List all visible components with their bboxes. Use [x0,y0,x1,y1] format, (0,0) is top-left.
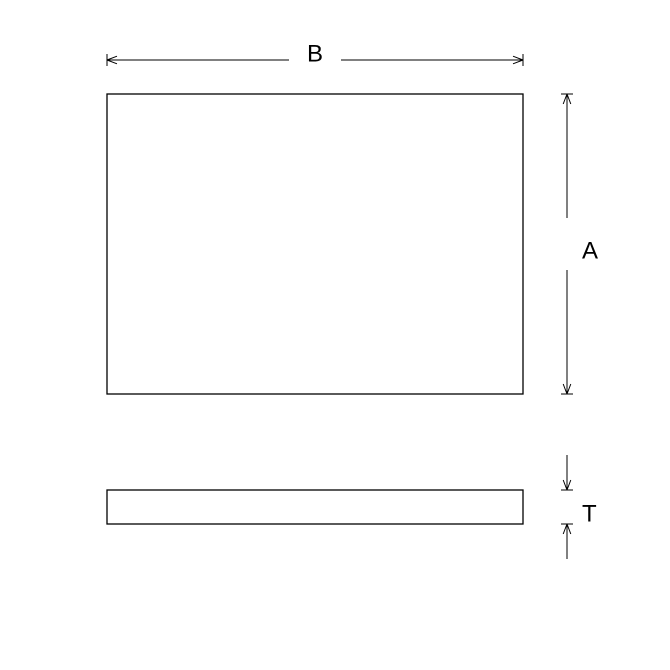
side-view-rect [107,490,523,524]
dim-a-label: A [582,237,598,264]
dim-b-label: B [307,40,323,67]
dim-t-label: T [582,500,597,527]
top-view-rect [107,94,523,394]
